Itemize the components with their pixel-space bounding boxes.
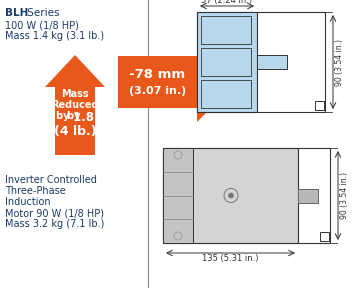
Bar [197,12,325,112]
Text: BLH: BLH [5,8,28,18]
Bar [201,16,251,44]
Text: 57 (2.24 in.): 57 (2.24 in.) [201,0,253,5]
Circle shape [229,193,233,198]
Text: (3.07 in.): (3.07 in.) [129,86,186,96]
Bar [197,12,257,112]
Bar [201,48,251,76]
Bar [201,80,251,108]
Text: Inverter Controlled: Inverter Controlled [5,175,97,185]
Text: 90 (3.54 in.): 90 (3.54 in.) [340,172,349,219]
Text: Motor 90 W (1/8 HP): Motor 90 W (1/8 HP) [5,208,104,218]
Bar [257,55,287,69]
Text: 135 (5.31 in.): 135 (5.31 in.) [202,254,259,263]
Text: (4 lb.): (4 lb.) [54,125,96,138]
Bar [298,189,318,202]
Text: 90 (3.54 in.): 90 (3.54 in.) [335,39,344,86]
Text: Mass 1.4 kg (3.1 lb.): Mass 1.4 kg (3.1 lb.) [5,31,104,41]
Text: Series: Series [24,8,59,18]
Polygon shape [118,42,237,122]
Text: Induction: Induction [5,197,51,207]
Text: by: by [67,111,83,121]
Text: Reduced: Reduced [51,100,99,110]
Text: Mass 3.2 kg (7.1 lb.): Mass 3.2 kg (7.1 lb.) [5,219,104,229]
Text: by: by [56,111,73,121]
Bar [315,101,324,110]
Text: 1.8 kg: 1.8 kg [73,111,114,124]
Text: Three-Phase: Three-Phase [5,186,66,196]
Text: -78 mm: -78 mm [130,67,186,81]
Bar [163,148,330,243]
Text: Mass: Mass [61,89,89,99]
Bar [163,148,298,243]
Text: 100 W (1/8 HP): 100 W (1/8 HP) [5,20,79,30]
Bar [320,232,329,241]
Bar [163,148,193,243]
Polygon shape [45,55,105,155]
